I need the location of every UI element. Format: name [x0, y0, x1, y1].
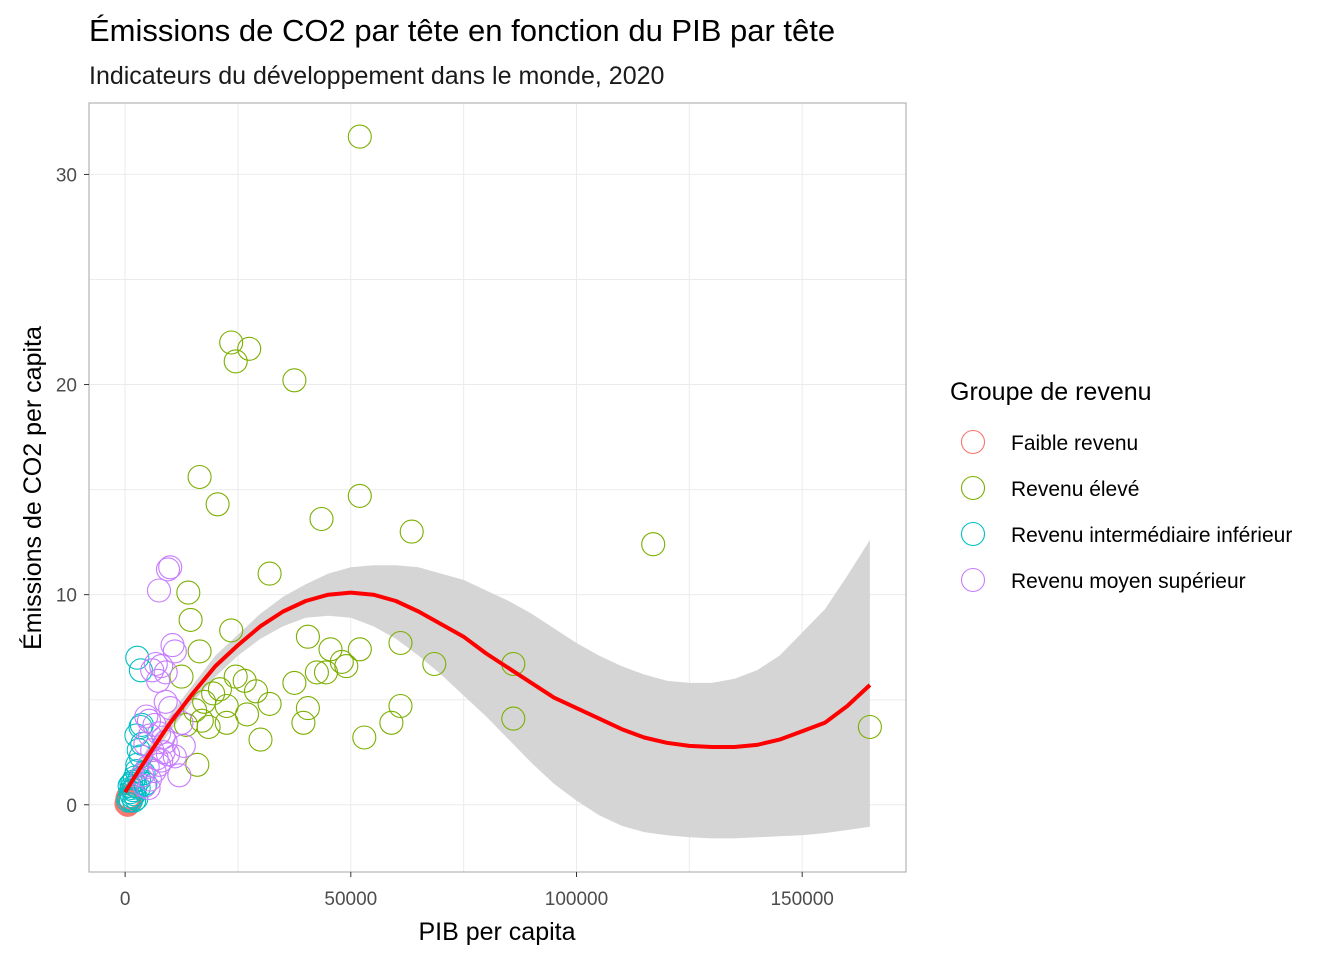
legend-label: Revenu intermédiaire inférieur	[1011, 524, 1292, 547]
data-point	[125, 645, 150, 670]
data-point	[295, 696, 320, 721]
data-point	[143, 651, 168, 677]
data-point	[282, 670, 307, 695]
data-point	[136, 775, 161, 801]
grid	[89, 103, 906, 872]
x-tick-label: 0	[120, 889, 131, 910]
data-point	[122, 788, 147, 813]
data-point	[501, 706, 526, 731]
legend-label: Faible revenu	[1011, 432, 1138, 455]
legend-title: Groupe de revenu	[950, 378, 1152, 406]
y-axis-title: Émissions de CO2 per capita	[18, 326, 47, 650]
data-point	[167, 763, 192, 788]
data-point	[399, 519, 424, 544]
data-point	[257, 691, 282, 716]
chart-subtitle: Indicateurs du développement dans le mon…	[89, 62, 664, 90]
legend-label: Revenu élevé	[1011, 478, 1139, 501]
smooth-ribbon-group	[125, 540, 870, 839]
smooth-line-group	[123, 590, 872, 794]
x-tick-label: 100000	[545, 889, 608, 910]
data-point	[422, 651, 447, 677]
data-point	[219, 330, 244, 355]
data-point	[160, 633, 185, 658]
data-point	[295, 624, 320, 649]
data-point	[155, 557, 181, 582]
data-point	[347, 637, 372, 662]
legend-key	[960, 475, 986, 501]
data-point	[124, 759, 149, 784]
data-point	[313, 660, 339, 685]
data-point	[243, 679, 269, 704]
data-point	[201, 681, 226, 706]
data-point	[291, 710, 316, 735]
data-point	[309, 506, 334, 532]
data-point	[153, 660, 178, 685]
data-point	[388, 630, 413, 656]
data-point	[146, 721, 172, 746]
data-point	[347, 483, 372, 508]
ticks-group: 0 50000 100000 150000 0 10 20 30	[56, 165, 834, 910]
smooth-ribbon	[125, 540, 870, 839]
data-point	[189, 708, 214, 733]
data-point	[379, 710, 404, 735]
legend-label: Revenu moyen supérieur	[1011, 570, 1246, 593]
data-point	[304, 660, 329, 685]
data-point	[132, 773, 157, 798]
data-point	[352, 725, 377, 750]
data-point	[641, 532, 666, 557]
chart-title: Émissions de CO2 par tête en fonction du…	[89, 13, 835, 48]
data-point	[187, 464, 212, 490]
data-point	[137, 767, 162, 792]
y-tick-label: 10	[56, 586, 77, 607]
data-point	[134, 704, 159, 729]
legend-key	[960, 429, 986, 455]
data-point	[207, 677, 232, 702]
data-point	[140, 738, 165, 763]
data-point	[158, 555, 183, 580]
y-tick-label: 0	[66, 796, 77, 817]
data-point	[136, 708, 162, 733]
legend: Groupe de revenu Faible revenu Revenu éle…	[950, 378, 1292, 593]
panel-border	[88, 102, 907, 873]
data-point	[219, 618, 244, 643]
data-point	[185, 752, 210, 777]
data-point	[205, 492, 230, 517]
points-group	[114, 124, 882, 817]
data-point	[857, 714, 882, 740]
data-point	[388, 693, 413, 719]
legend-key	[960, 567, 986, 593]
y-tick-label: 30	[56, 165, 77, 186]
legend-key	[960, 521, 986, 547]
data-point	[329, 649, 354, 674]
data-point	[282, 368, 307, 393]
data-point	[187, 639, 212, 664]
data-point	[162, 639, 187, 664]
data-point	[176, 580, 201, 605]
data-point	[169, 664, 194, 689]
data-point	[153, 689, 178, 714]
data-point	[334, 654, 359, 679]
x-tick-label: 50000	[324, 889, 377, 910]
x-tick-label: 150000	[770, 889, 833, 910]
data-point	[162, 744, 187, 769]
data-point	[196, 714, 221, 740]
data-point	[234, 702, 260, 727]
data-point	[146, 578, 172, 603]
data-point	[237, 336, 262, 361]
data-point	[146, 668, 171, 693]
data-point	[214, 710, 239, 735]
data-point	[223, 349, 248, 374]
data-point	[347, 124, 372, 149]
data-point	[248, 727, 273, 752]
data-point	[178, 607, 203, 632]
x-axis-title: PIB per capita	[418, 918, 575, 946]
y-tick-label: 20	[56, 376, 77, 397]
data-point	[117, 773, 142, 798]
data-point	[257, 561, 282, 586]
data-point	[214, 693, 239, 719]
data-point	[223, 664, 248, 689]
smooth-line	[123, 590, 872, 794]
